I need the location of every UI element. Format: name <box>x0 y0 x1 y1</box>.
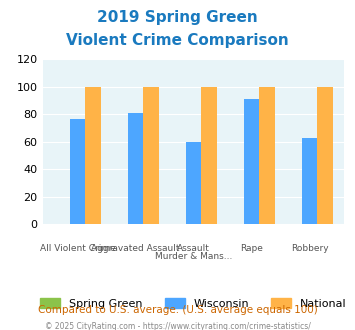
Text: © 2025 CityRating.com - https://www.cityrating.com/crime-statistics/: © 2025 CityRating.com - https://www.city… <box>45 322 310 330</box>
Text: Aggravated Assault: Aggravated Assault <box>91 244 180 253</box>
Bar <box>85 87 101 224</box>
Bar <box>201 87 217 224</box>
Legend: Spring Green, Wisconsin, National: Spring Green, Wisconsin, National <box>34 293 353 314</box>
Text: Rape: Rape <box>240 244 263 253</box>
Bar <box>143 87 159 224</box>
Bar <box>70 118 85 224</box>
Bar <box>317 87 333 224</box>
Text: Violent Crime Comparison: Violent Crime Comparison <box>66 33 289 48</box>
Bar <box>127 113 143 224</box>
Bar <box>186 142 201 224</box>
Bar <box>244 99 260 224</box>
Text: All Violent Crime: All Violent Crime <box>39 244 115 253</box>
Text: Murder & Mans...: Murder & Mans... <box>155 252 232 261</box>
Text: Robbery: Robbery <box>291 244 328 253</box>
Text: Compared to U.S. average. (U.S. average equals 100): Compared to U.S. average. (U.S. average … <box>38 305 317 315</box>
Text: Assault: Assault <box>177 244 210 253</box>
Bar <box>260 87 275 224</box>
Bar <box>302 138 317 224</box>
Text: 2019 Spring Green: 2019 Spring Green <box>97 10 258 25</box>
